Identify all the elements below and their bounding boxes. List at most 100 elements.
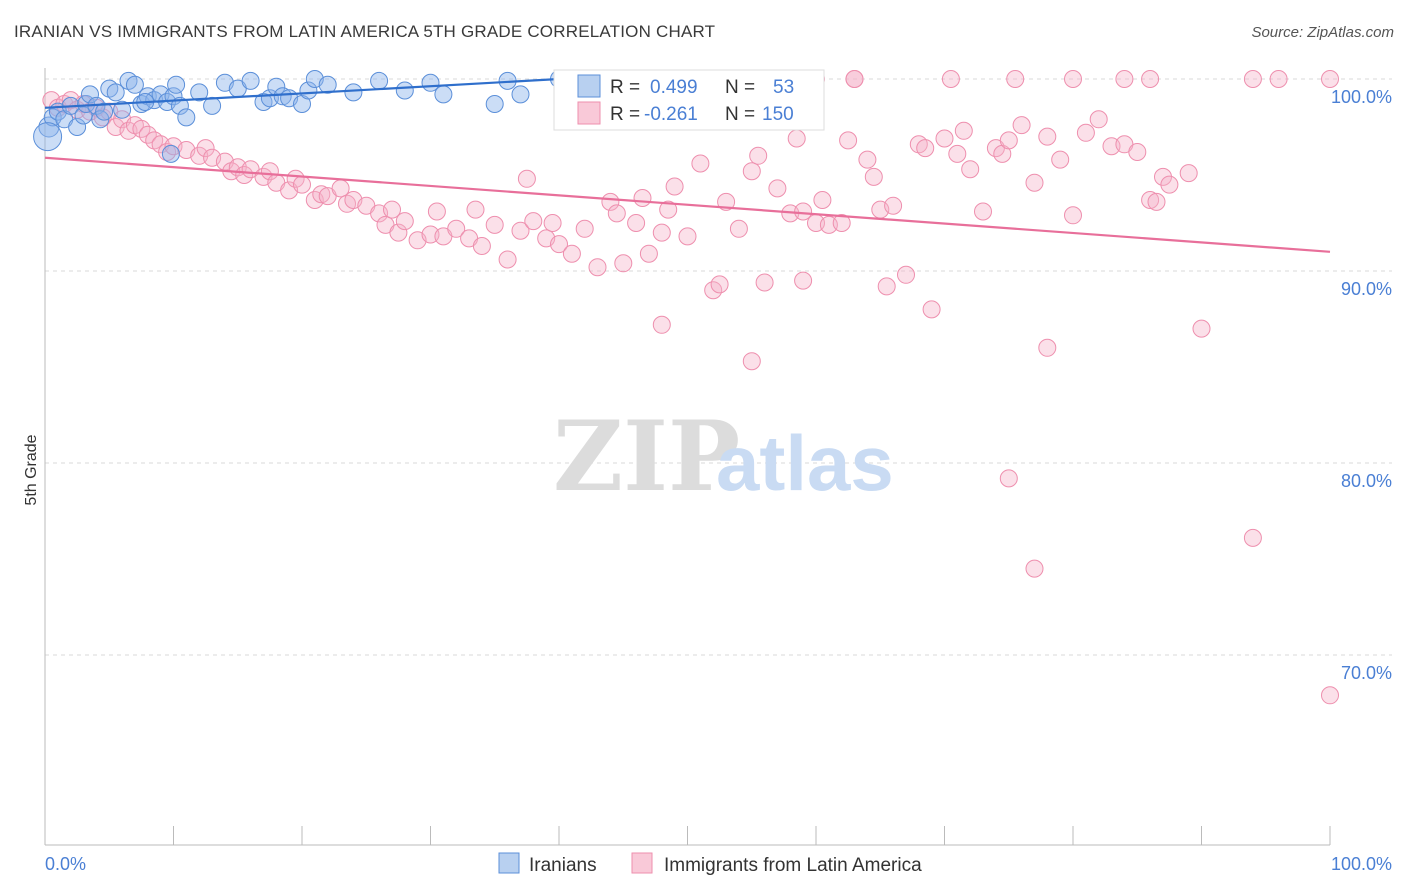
latin-point bbox=[1141, 191, 1160, 209]
iranians-point bbox=[167, 75, 186, 94]
x-tick-label: 0.0% bbox=[45, 854, 86, 874]
latin-point bbox=[601, 192, 620, 211]
latin-point bbox=[1321, 70, 1339, 88]
latin-point bbox=[884, 196, 903, 215]
iranians-point bbox=[273, 87, 292, 106]
latin-point bbox=[575, 219, 594, 238]
latin-point bbox=[922, 300, 941, 319]
latin-point bbox=[1160, 175, 1179, 194]
latin-point bbox=[1243, 528, 1262, 547]
latin-point bbox=[543, 214, 562, 232]
iranians-point bbox=[68, 118, 87, 136]
iranians-point bbox=[74, 106, 93, 125]
latin-point bbox=[1128, 143, 1147, 161]
latin-point bbox=[665, 177, 684, 196]
latin-point bbox=[427, 202, 446, 221]
latin-point bbox=[839, 131, 858, 150]
latin-point bbox=[524, 212, 543, 231]
latin-point bbox=[614, 254, 633, 273]
iranians-point bbox=[485, 95, 504, 113]
legend-iranians-swatch bbox=[498, 852, 520, 874]
latin-point bbox=[498, 250, 517, 269]
iranians-point bbox=[170, 96, 189, 115]
watermark-zip: ZIP bbox=[553, 400, 740, 513]
iranians-n-value: 53 bbox=[773, 77, 794, 98]
latin-point bbox=[639, 244, 658, 263]
iranians-point bbox=[43, 108, 62, 127]
latin-point bbox=[472, 237, 491, 255]
latin-point bbox=[550, 235, 568, 254]
latin-point bbox=[742, 352, 761, 371]
iranians-point bbox=[106, 83, 125, 102]
iranians-trend-line bbox=[44, 77, 560, 109]
latin-point bbox=[1025, 173, 1044, 192]
y-axis-title: 5th Grade bbox=[23, 434, 40, 505]
source-label: Source: ZipAtlas.com bbox=[1251, 24, 1394, 41]
latin-point bbox=[858, 150, 877, 169]
latin-point bbox=[1025, 559, 1044, 578]
points-layer bbox=[33, 70, 1339, 705]
latin-point bbox=[1179, 164, 1198, 183]
latin-point bbox=[999, 469, 1018, 488]
latin-point bbox=[1115, 70, 1134, 88]
latin-point bbox=[1051, 150, 1070, 169]
latin-point bbox=[813, 191, 832, 209]
latin-point bbox=[1038, 127, 1057, 146]
latin-point bbox=[1038, 338, 1057, 357]
y-tick-label: 80.0% bbox=[1341, 471, 1392, 491]
latin-point bbox=[1141, 70, 1160, 88]
latin-point bbox=[389, 223, 408, 242]
iranians-point bbox=[434, 85, 453, 104]
axes-layer bbox=[44, 68, 1331, 846]
latin-point bbox=[562, 244, 581, 263]
chart-title: IRANIAN VS IMMIGRANTS FROM LATIN AMERICA… bbox=[14, 22, 716, 41]
iranians-point bbox=[33, 122, 63, 152]
iranians-r-label: R = bbox=[610, 77, 640, 98]
latin-point bbox=[652, 315, 671, 334]
latin-point bbox=[1064, 70, 1082, 88]
iranians-point bbox=[318, 75, 337, 94]
legend-latin-swatch bbox=[631, 852, 653, 874]
latin-point bbox=[948, 144, 967, 163]
bottom-legend: Iranians Immigrants from Latin America bbox=[498, 852, 922, 876]
latin-point bbox=[485, 215, 504, 234]
iranians-n-label: N = bbox=[725, 77, 755, 98]
latin-point bbox=[749, 146, 768, 165]
latin-point bbox=[768, 179, 787, 198]
latin-point bbox=[717, 192, 736, 211]
latin-point bbox=[517, 169, 536, 188]
iranians-r-value: 0.499 bbox=[650, 77, 698, 98]
latin-point bbox=[787, 129, 806, 148]
iranians-point bbox=[241, 71, 260, 90]
latin-point bbox=[1089, 110, 1108, 129]
latin-point bbox=[659, 200, 678, 219]
latin-point bbox=[395, 212, 414, 231]
latin-point bbox=[1269, 70, 1288, 88]
latin-point bbox=[1076, 123, 1095, 142]
latin-point bbox=[588, 258, 607, 277]
latin-point bbox=[742, 162, 761, 181]
latin-point bbox=[1147, 192, 1166, 211]
iranians-point bbox=[177, 108, 196, 127]
latin-point bbox=[755, 273, 774, 292]
watermark-atlas: atlas bbox=[716, 419, 894, 507]
latin-point bbox=[832, 214, 851, 232]
latin-point bbox=[999, 131, 1018, 150]
latin-point bbox=[627, 214, 646, 232]
latin-point bbox=[935, 129, 954, 148]
legend-iranians-label: Iranians bbox=[529, 855, 597, 876]
stats-legend: R = 0.499 N = 53 R = -0.261 N = 150 bbox=[553, 69, 825, 131]
y-tick-label: 90.0% bbox=[1341, 279, 1392, 299]
latin-point bbox=[954, 121, 973, 140]
iranians-point bbox=[299, 81, 318, 100]
latin-point bbox=[447, 219, 466, 238]
iranians-point bbox=[125, 75, 144, 94]
latin-point bbox=[1243, 70, 1262, 88]
iranians-point bbox=[38, 116, 60, 138]
iranians-point bbox=[511, 85, 530, 104]
legend-latin-label: Immigrants from Latin America bbox=[664, 855, 922, 876]
latin-point bbox=[941, 70, 960, 88]
latin-point bbox=[864, 167, 883, 186]
latin-point bbox=[974, 202, 992, 221]
x-tick-label: 100.0% bbox=[1331, 854, 1392, 874]
